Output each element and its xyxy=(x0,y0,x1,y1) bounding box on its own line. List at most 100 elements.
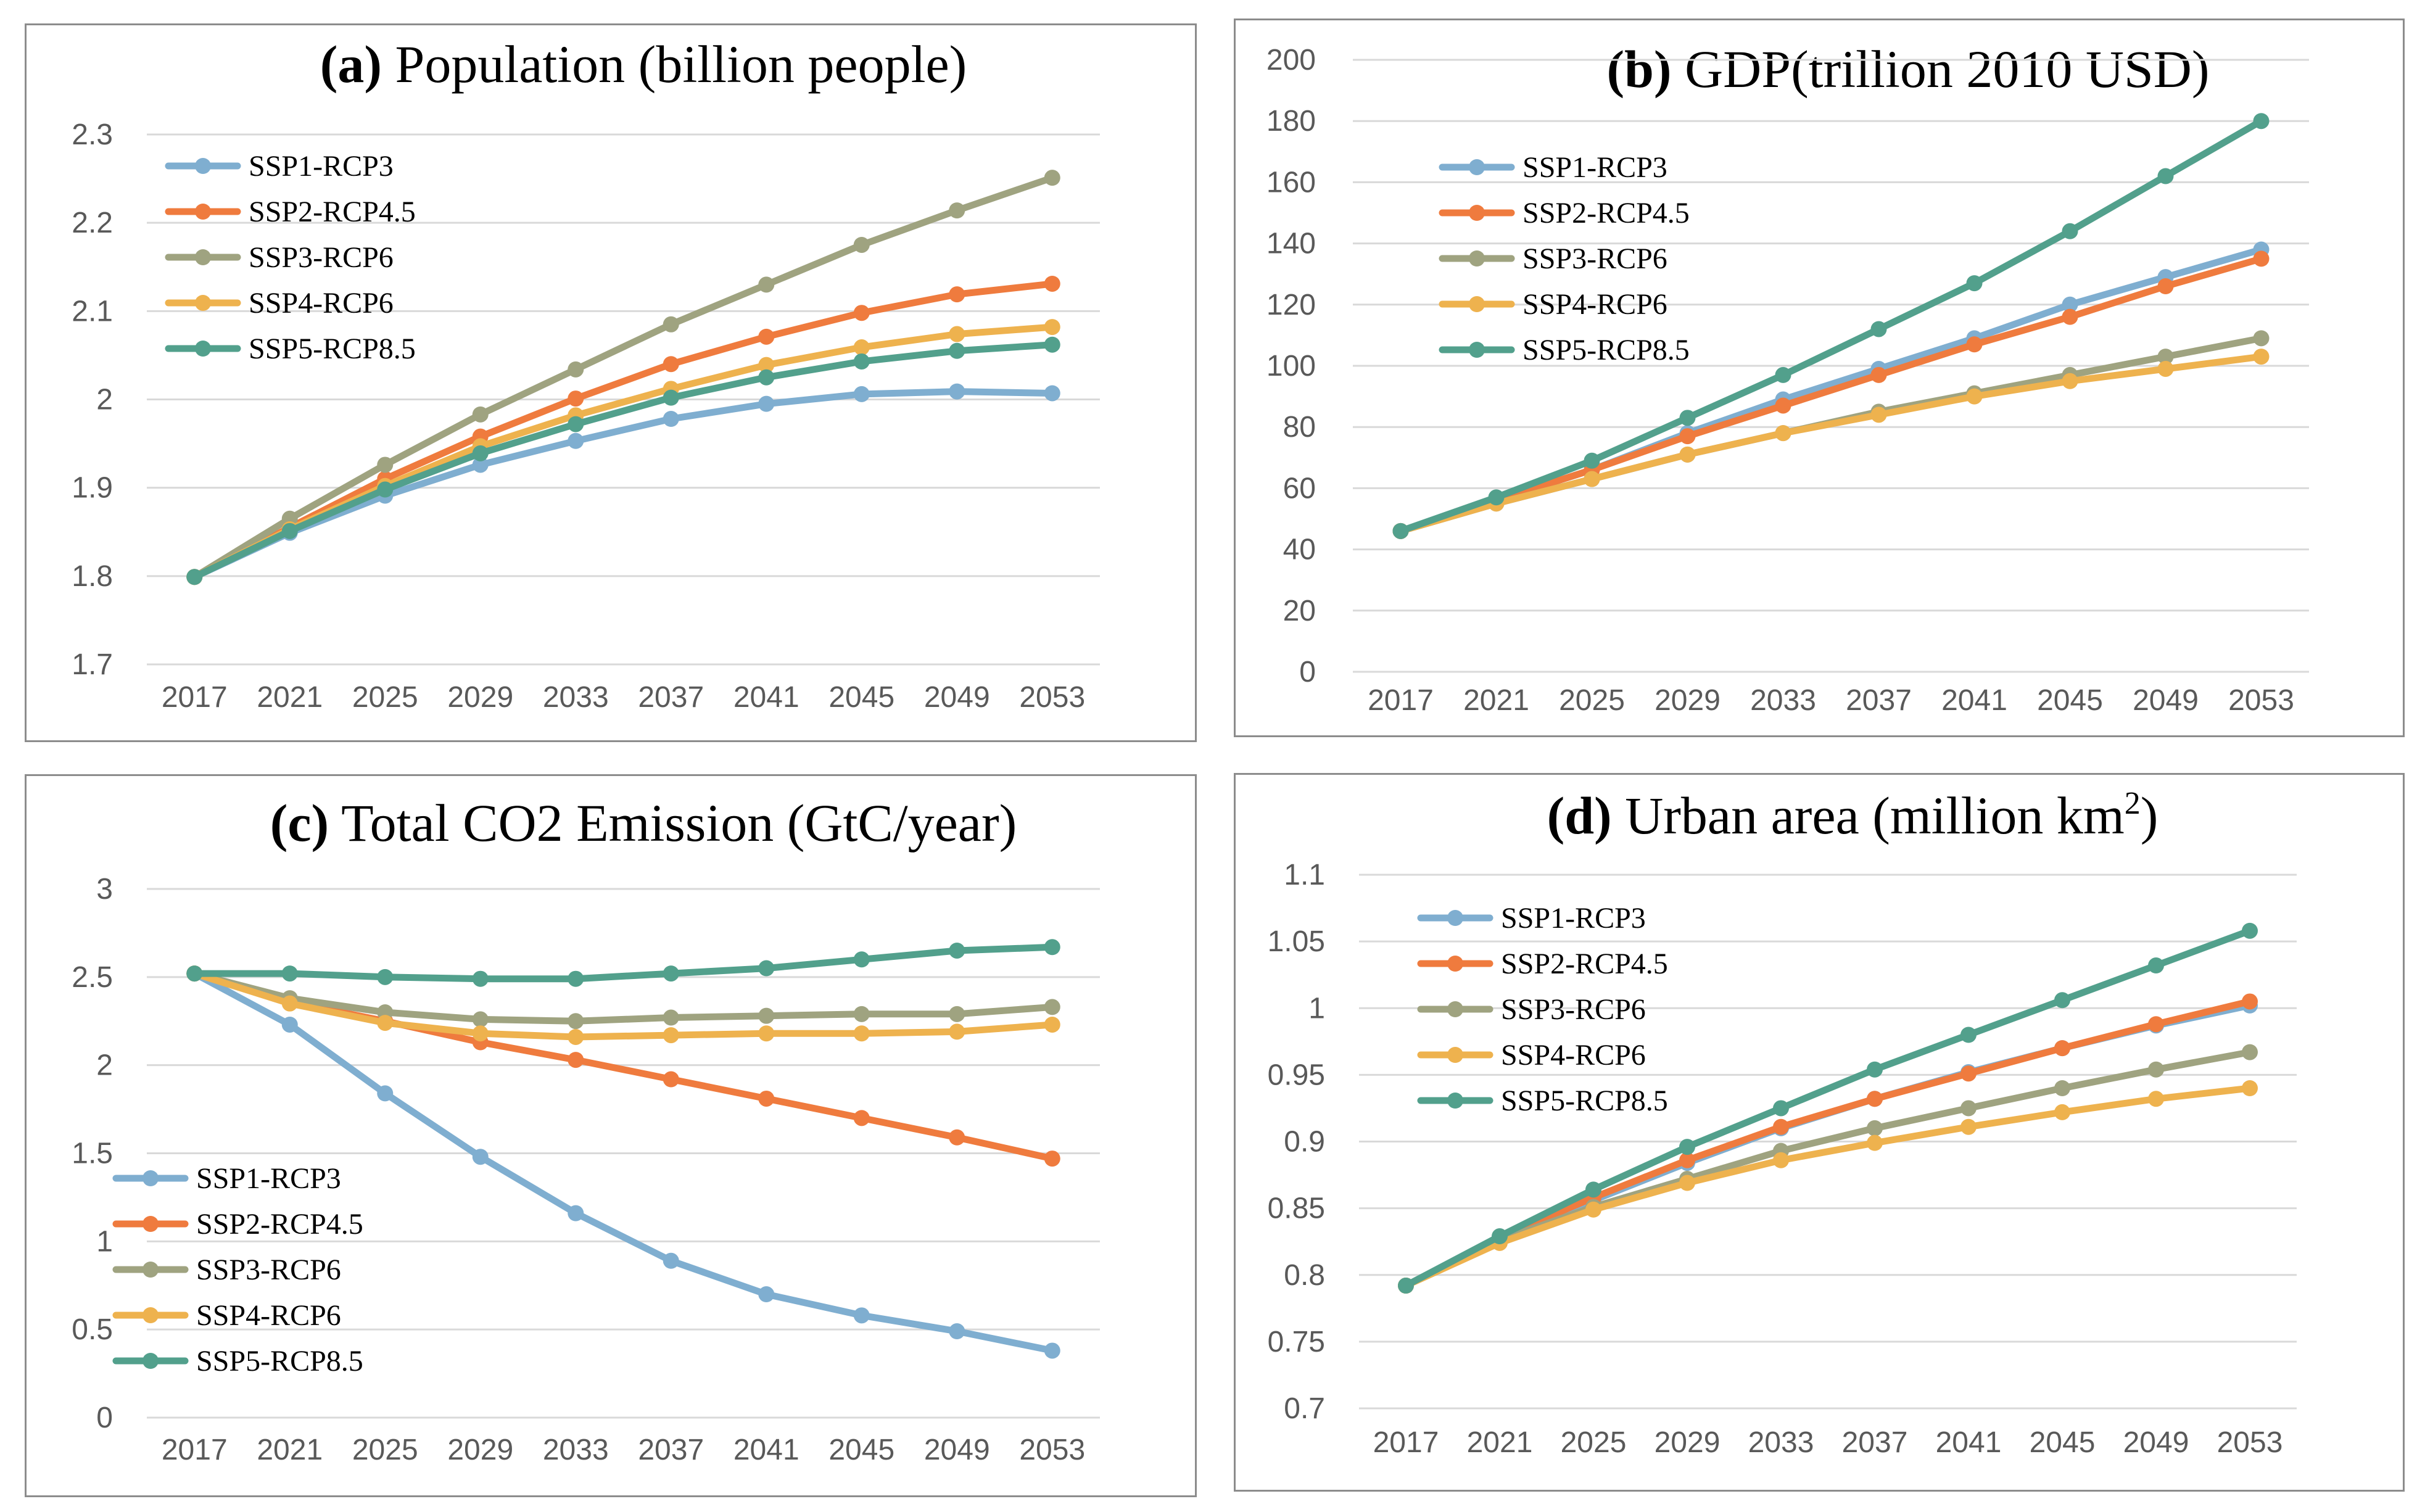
data-point-ssp1-rcp3 xyxy=(281,1016,298,1033)
data-point-ssp1-rcp3 xyxy=(949,383,965,400)
data-point-ssp5-rcp8-5 xyxy=(1584,452,1600,469)
y-tick-label: 180 xyxy=(1266,105,1316,138)
data-point-ssp5-rcp8-5 xyxy=(1775,366,1791,383)
x-tick-label: 2045 xyxy=(828,1434,894,1466)
data-point-ssp4-rcp6 xyxy=(1867,1134,1883,1151)
data-point-ssp4-rcp6 xyxy=(1870,407,1887,423)
data-point-ssp3-rcp6 xyxy=(2157,349,2174,365)
x-tick-label: 2041 xyxy=(1941,684,2007,717)
data-point-ssp1-rcp3 xyxy=(853,386,870,402)
chart-panel-urban-area: (d) Urban area (million km2) 0.7 0.75 0.8 0.… xyxy=(1234,773,2405,1492)
series-line-ssp2-rcp4-5 xyxy=(1402,998,2254,1289)
legend-label-ssp2-rcp4-5: SSP2-RCP4.5 xyxy=(249,196,416,228)
series-line-ssp2-rcp4-5 xyxy=(191,280,1056,580)
x-tick-label: 2053 xyxy=(1019,681,1085,714)
data-point-ssp2-rcp4-5 xyxy=(2054,1040,2070,1057)
y-tick-label: 2.2 xyxy=(72,207,113,239)
data-point-ssp5-rcp8-5 xyxy=(1392,523,1409,539)
legend-marker-ssp2-rcp4-5 xyxy=(195,204,211,220)
y-tick-label: 60 xyxy=(1283,472,1316,505)
data-point-ssp2-rcp4-5 xyxy=(2062,308,2078,325)
legend-marker-ssp3-rcp6 xyxy=(1447,1001,1463,1017)
data-point-ssp2-rcp4-5 xyxy=(1679,1152,1695,1168)
legend-marker-ssp4-rcp6 xyxy=(195,295,211,311)
legend-marker-ssp1-rcp3 xyxy=(195,158,211,174)
data-point-ssp1-rcp3 xyxy=(663,1252,679,1269)
data-point-ssp4-rcp6 xyxy=(2062,373,2078,389)
legend-label-ssp1-rcp3: SSP1-RCP3 xyxy=(196,1162,341,1195)
data-point-ssp5-rcp8-5 xyxy=(853,353,870,370)
population-chart-svg: (a) Population (billion people) 1.7 1.8 1.9… xyxy=(72,35,1100,714)
legend-marker-ssp1-rcp3 xyxy=(143,1170,159,1186)
x-tick-label: 2021 xyxy=(1463,684,1529,717)
y-tick-label: 0 xyxy=(96,1402,113,1434)
x-tick-label: 2049 xyxy=(2123,1426,2189,1459)
data-point-ssp4-rcp6 xyxy=(1044,319,1060,336)
data-point-ssp4-rcp6 xyxy=(1966,388,1983,405)
data-point-ssp2-rcp4-5 xyxy=(949,286,965,303)
x-tick-label: 2021 xyxy=(1467,1426,1533,1459)
x-tick-label: 2041 xyxy=(733,1434,799,1466)
x-tick-label: 2037 xyxy=(1846,684,1912,717)
y-tick-label: 2.1 xyxy=(72,295,113,328)
data-point-ssp2-rcp4-5 xyxy=(1870,366,1887,383)
data-point-ssp5-rcp8-5 xyxy=(949,942,965,959)
data-point-ssp3-rcp6 xyxy=(663,316,679,333)
data-point-ssp2-rcp4-5 xyxy=(1044,275,1060,292)
data-point-ssp3-rcp6 xyxy=(1044,170,1060,186)
data-point-ssp4-rcp6 xyxy=(758,1025,775,1042)
x-tick-label: 2037 xyxy=(638,1434,704,1466)
x-tick-label: 2045 xyxy=(2037,684,2103,717)
x-tick-label: 2049 xyxy=(924,681,990,714)
data-point-ssp5-rcp8-5 xyxy=(2253,113,2270,130)
legend-label-ssp1-rcp3: SSP1-RCP3 xyxy=(1501,902,1646,935)
data-point-ssp5-rcp8-5 xyxy=(568,970,584,987)
data-point-ssp5-rcp8-5 xyxy=(2242,922,2258,939)
legend-marker-ssp3-rcp6 xyxy=(1469,250,1485,266)
data-point-ssp3-rcp6 xyxy=(2054,1080,2070,1096)
data-point-ssp3-rcp6 xyxy=(2242,1044,2258,1060)
chart-title: (a) Population (billion people) xyxy=(320,35,967,94)
data-point-ssp2-rcp4-5 xyxy=(1044,1151,1060,1167)
series-line-ssp5-rcp8-5 xyxy=(191,341,1056,580)
data-point-ssp4-rcp6 xyxy=(1585,1201,1601,1218)
data-point-ssp5-rcp8-5 xyxy=(1679,1139,1695,1155)
data-point-ssp5-rcp8-5 xyxy=(1492,1228,1508,1245)
data-point-ssp2-rcp4-5 xyxy=(1960,1065,1977,1082)
legend-label-ssp4-rcp6: SSP4-RCP6 xyxy=(1522,288,1667,321)
legend-label-ssp5-rcp8-5: SSP5-RCP8.5 xyxy=(249,333,416,365)
legend-label-ssp1-rcp3: SSP1-RCP3 xyxy=(249,150,394,183)
y-tick-label: 2.3 xyxy=(72,118,113,151)
y-tick-label: 1.8 xyxy=(72,560,113,593)
legend-marker-ssp5-rcp8-5 xyxy=(1469,342,1485,358)
data-point-ssp5-rcp8-5 xyxy=(281,523,298,539)
y-tick-label: 80 xyxy=(1283,411,1316,444)
data-point-ssp3-rcp6 xyxy=(663,1009,679,1026)
data-point-ssp5-rcp8-5 xyxy=(1398,1278,1414,1294)
x-tick-label: 2029 xyxy=(447,1434,513,1466)
y-tick-label: 1 xyxy=(96,1225,113,1258)
data-point-ssp5-rcp8-5 xyxy=(1044,336,1060,353)
data-point-ssp4-rcp6 xyxy=(949,326,965,342)
data-point-ssp3-rcp6 xyxy=(568,361,584,378)
data-point-ssp2-rcp4-5 xyxy=(663,1071,679,1088)
data-point-ssp4-rcp6 xyxy=(281,995,298,1012)
data-point-ssp3-rcp6 xyxy=(758,276,775,293)
x-tick-label: 2025 xyxy=(1559,684,1625,717)
x-tick-label: 2025 xyxy=(1561,1426,1627,1459)
legend-label-ssp3-rcp6: SSP3-RCP6 xyxy=(1522,242,1667,275)
x-tick-label: 2053 xyxy=(1019,1434,1085,1466)
legend-marker-ssp5-rcp8-5 xyxy=(143,1353,159,1369)
data-point-ssp3-rcp6 xyxy=(1044,999,1060,1015)
data-point-ssp1-rcp3 xyxy=(758,1286,775,1303)
data-point-ssp5-rcp8-5 xyxy=(1870,321,1887,337)
y-tick-label: 0.9 xyxy=(1284,1126,1325,1159)
data-point-ssp4-rcp6 xyxy=(472,1025,489,1042)
x-tick-label: 2025 xyxy=(352,681,418,714)
x-tick-label: 2029 xyxy=(1655,1426,1721,1459)
data-point-ssp2-rcp4-5 xyxy=(758,328,775,345)
data-point-ssp4-rcp6 xyxy=(1960,1118,1977,1135)
y-tick-label: 1.5 xyxy=(72,1138,113,1170)
data-point-ssp5-rcp8-5 xyxy=(377,969,394,985)
legend-marker-ssp3-rcp6 xyxy=(195,249,211,265)
